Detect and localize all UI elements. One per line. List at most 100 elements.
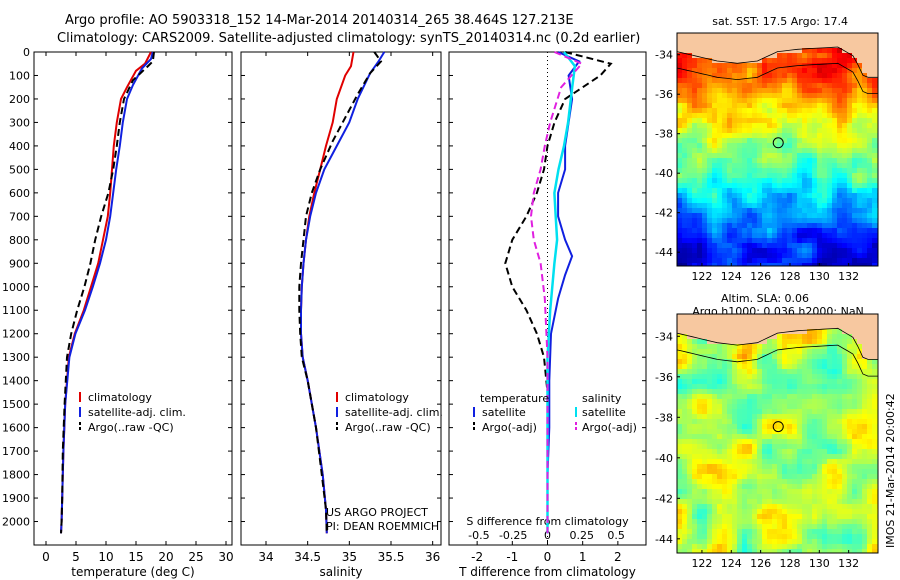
- map-cell: [782, 394, 787, 399]
- map-cell: [712, 53, 717, 58]
- map-cell: [817, 198, 822, 203]
- x-tick-label: 1: [579, 550, 587, 564]
- map-cell: [857, 108, 862, 113]
- map-cell: [717, 324, 722, 329]
- map-cell: [727, 534, 732, 539]
- map-cell: [777, 123, 782, 128]
- map-cell: [787, 38, 792, 43]
- map-cell: [727, 439, 732, 444]
- map-cell: [677, 58, 682, 63]
- map-cell: [732, 419, 737, 424]
- map-cell: [757, 48, 762, 53]
- map-cell: [817, 138, 822, 143]
- map-cell: [782, 38, 787, 43]
- map-cell: [687, 419, 692, 424]
- map-cell: [832, 233, 837, 238]
- map-cell: [862, 484, 867, 489]
- map-cell: [807, 469, 812, 474]
- map-cell: [792, 489, 797, 494]
- map-cell: [732, 123, 737, 128]
- map-cell: [817, 103, 822, 108]
- map-cell: [797, 128, 802, 133]
- map-cell: [852, 434, 857, 439]
- map-cell: [707, 514, 712, 519]
- map-cell: [802, 218, 807, 223]
- map-cell: [812, 464, 817, 469]
- map-cell: [717, 329, 722, 334]
- map-cell: [817, 253, 822, 258]
- map-cell: [852, 38, 857, 43]
- map-cell: [852, 379, 857, 384]
- map-cell: [707, 143, 712, 148]
- map-cell: [702, 319, 707, 324]
- map-cell: [787, 439, 792, 444]
- map-cell: [822, 329, 827, 334]
- map-cell: [707, 424, 712, 429]
- map-cell: [812, 334, 817, 339]
- map-cell: [722, 208, 727, 213]
- map-cell: [797, 464, 802, 469]
- map-cell: [742, 384, 747, 389]
- map-cell: [807, 514, 812, 519]
- map-cell: [802, 193, 807, 198]
- map-cell: [792, 439, 797, 444]
- map-cell: [827, 514, 832, 519]
- map-cell: [782, 108, 787, 113]
- map-cell: [717, 193, 722, 198]
- map-cell: [867, 334, 872, 339]
- map-cell: [777, 524, 782, 529]
- map-cell: [727, 223, 732, 228]
- map-cell: [782, 133, 787, 138]
- map-cell: [752, 168, 757, 173]
- map-cell: [682, 138, 687, 143]
- map-cell: [862, 243, 867, 248]
- map-cell: [682, 399, 687, 404]
- map-cell: [737, 324, 742, 329]
- map-cell: [817, 354, 822, 359]
- map-cell: [692, 399, 697, 404]
- map-cell: [857, 444, 862, 449]
- map-cell: [872, 484, 877, 489]
- map-cell: [692, 389, 697, 394]
- map-cell: [802, 359, 807, 364]
- map-cell: [747, 539, 752, 544]
- map-cell: [852, 334, 857, 339]
- map-cell: [827, 384, 832, 389]
- map-cell: [827, 88, 832, 93]
- map-cell: [727, 504, 732, 509]
- map-cell: [842, 73, 847, 78]
- map-cell: [697, 93, 702, 98]
- map-cell: [747, 524, 752, 529]
- map-cell: [862, 213, 867, 218]
- map-cell: [867, 504, 872, 509]
- map-cell: [862, 434, 867, 439]
- map-cell: [692, 203, 697, 208]
- map-cell: [867, 439, 872, 444]
- map-cell: [692, 499, 697, 504]
- map-cell: [802, 118, 807, 123]
- map-cell: [712, 208, 717, 213]
- map-cell: [752, 103, 757, 108]
- map-cell: [802, 53, 807, 58]
- map-cell: [837, 218, 842, 223]
- map-cell: [872, 238, 877, 243]
- map-cell: [867, 113, 872, 118]
- map-cell: [792, 349, 797, 354]
- map-cell: [757, 414, 762, 419]
- map-cell: [792, 243, 797, 248]
- map-cell: [757, 63, 762, 68]
- map-cell: [772, 354, 777, 359]
- map-cell: [792, 429, 797, 434]
- map-cell: [852, 253, 857, 258]
- map-cell: [817, 364, 822, 369]
- map-cell: [747, 469, 752, 474]
- map-cell: [757, 374, 762, 379]
- map-cell: [772, 58, 777, 63]
- map-cell: [867, 314, 872, 319]
- map-cell: [832, 178, 837, 183]
- map-cell: [772, 88, 777, 93]
- map-cell: [802, 399, 807, 404]
- map-cell: [707, 329, 712, 334]
- map-cell: [807, 364, 812, 369]
- map-cell: [792, 524, 797, 529]
